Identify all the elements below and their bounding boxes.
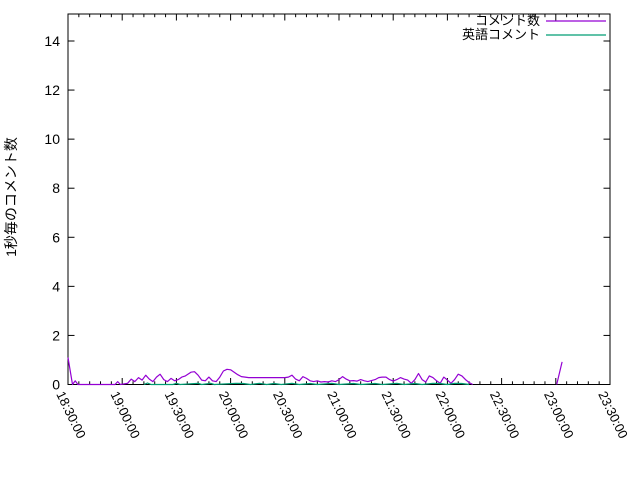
x-tick-label: 22:00:00 [433, 389, 469, 441]
series-line-comments [556, 361, 563, 385]
y-axis-title: 1秒毎のコメント数 [3, 137, 19, 257]
y-tick-label: 0 [52, 377, 60, 393]
y-tick-label: 10 [44, 131, 60, 147]
y-tick-label: 2 [52, 327, 60, 343]
x-tick-label: 21:00:00 [324, 389, 360, 441]
y-tick-label: 12 [44, 82, 60, 98]
legend-label-comments: コメント数 [475, 13, 540, 28]
plot-border [67, 13, 611, 385]
x-tick-label: 23:30:00 [595, 389, 631, 441]
x-tick-label: 20:30:00 [270, 389, 306, 441]
x-tick-label: 20:00:00 [216, 389, 252, 441]
x-tick-label: 22:30:00 [487, 389, 523, 441]
data-series [67, 357, 563, 386]
y-tick-label: 14 [44, 33, 60, 49]
y-tick-label: 4 [52, 278, 60, 294]
x-tick-label: 19:00:00 [108, 389, 144, 441]
series-line-english-comments [143, 382, 470, 386]
x-tick-label: 21:30:00 [379, 389, 415, 441]
legend-label-english-comments: 英語コメント [462, 27, 540, 42]
x-tick-labels: 18:30:00 19:00:00 19:30:00 20:00:00 20:30:00… [53, 389, 631, 441]
y-tick-labels: 0 2 4 6 8 10 12 14 [44, 33, 60, 393]
x-tick-label: 19:30:00 [162, 389, 198, 441]
legend: コメント数 英語コメント [462, 13, 606, 42]
y-tick-label: 8 [52, 180, 60, 196]
series-line-comments [67, 357, 473, 386]
y-tick-label: 6 [52, 229, 60, 245]
x-tick-label: 18:30:00 [53, 389, 89, 441]
x-tick-label: 23:00:00 [541, 389, 577, 441]
axis-ticks [67, 14, 611, 385]
